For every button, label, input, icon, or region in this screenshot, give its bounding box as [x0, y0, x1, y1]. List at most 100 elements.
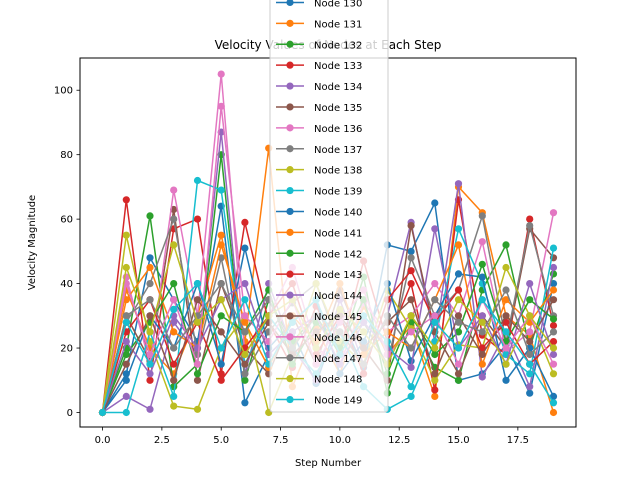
data-point [549, 315, 558, 323]
legend-entry: Node 149 [276, 396, 362, 407]
data-point [502, 376, 510, 384]
data-point [454, 180, 463, 188]
legend-entry: Node 136 [276, 124, 362, 135]
legend-swatch-marker [286, 124, 294, 132]
legend-swatch-marker [286, 82, 294, 90]
data-point [526, 328, 534, 336]
data-point [407, 267, 415, 275]
data-point [526, 222, 534, 230]
legend-entry: Node 147 [276, 354, 362, 365]
data-point [170, 305, 178, 313]
data-point [431, 344, 439, 352]
x-tick-label: 10.0 [329, 435, 351, 446]
data-point [454, 328, 463, 336]
legend-swatch-marker [286, 249, 294, 257]
data-point [170, 186, 178, 194]
legend-label: Node 139 [314, 187, 362, 198]
data-point [549, 328, 558, 336]
data-point [478, 260, 486, 268]
data-point [549, 399, 558, 407]
legend-swatch-marker [286, 375, 294, 383]
y-axis-label: Velocity Magnitude [27, 195, 38, 290]
legend-swatch-marker [286, 0, 294, 7]
data-point [454, 241, 463, 249]
legend-entry: Node 139 [276, 187, 362, 198]
data-point [502, 312, 510, 320]
data-point [217, 376, 225, 384]
data-point [98, 408, 107, 417]
legend-label: Node 136 [314, 124, 362, 135]
legend-swatch-marker [286, 61, 294, 69]
data-point [193, 280, 202, 288]
data-point [478, 312, 486, 320]
legend-swatch-marker [286, 354, 294, 362]
data-point [454, 318, 463, 326]
data-point [526, 280, 534, 288]
data-point [431, 199, 439, 207]
data-point [241, 218, 249, 226]
data-point [193, 215, 202, 223]
x-tick-label: 7.5 [273, 435, 289, 446]
legend-entry: Node 148 [276, 375, 362, 386]
data-point [170, 392, 178, 400]
legend-entry: Node 146 [276, 333, 362, 344]
data-point [549, 350, 558, 359]
data-point [122, 376, 130, 384]
legend-swatch-marker [286, 166, 294, 174]
data-point [526, 338, 534, 346]
legend-label: Node 133 [314, 61, 362, 72]
data-point [217, 280, 225, 288]
data-point [549, 209, 558, 217]
legend-swatch-marker [286, 186, 294, 195]
legend-entry: Node 132 [276, 40, 362, 51]
data-point [217, 312, 225, 320]
data-point [502, 286, 510, 294]
legend-label: Node 141 [314, 228, 362, 239]
legend-swatch-marker [286, 103, 294, 111]
legend-entry: Node 133 [276, 61, 362, 72]
data-point [407, 392, 415, 400]
data-point [241, 376, 249, 384]
data-point [217, 70, 225, 78]
legend-entry: Node 143 [276, 270, 362, 281]
legend-swatch-marker [286, 395, 294, 404]
data-point [407, 247, 415, 255]
legend-label: Node 131 [314, 19, 362, 30]
legend-box [269, 0, 389, 413]
data-point [478, 328, 486, 336]
data-point [431, 350, 439, 359]
y-tick-label: 100 [54, 86, 73, 97]
data-point [122, 350, 130, 359]
data-point [526, 296, 534, 304]
data-point [431, 386, 439, 394]
data-point [122, 318, 130, 326]
data-point [217, 344, 225, 352]
x-axis-label: Step Number [295, 458, 362, 469]
legend-entry: Node 137 [276, 145, 362, 156]
data-point [478, 344, 486, 352]
legend-entry: Node 140 [276, 207, 362, 218]
data-point [170, 241, 178, 249]
data-point [502, 296, 510, 304]
data-point [549, 392, 558, 400]
legend-entry: Node 130 [276, 0, 362, 9]
data-point [549, 408, 558, 417]
legend-label: Node 142 [314, 249, 362, 260]
legend-label: Node 143 [314, 270, 362, 281]
data-point [431, 280, 439, 288]
data-point [122, 196, 130, 204]
data-point [526, 370, 534, 378]
x-tick-label: 17.5 [507, 435, 529, 446]
data-point [454, 225, 463, 233]
data-point [502, 263, 510, 272]
data-point [146, 328, 154, 336]
data-point [241, 350, 249, 359]
data-point [454, 376, 463, 384]
data-point [526, 389, 534, 397]
data-point [170, 328, 178, 336]
data-point [502, 318, 510, 326]
data-point [454, 270, 463, 278]
legend-entry: Node 131 [276, 19, 362, 30]
data-point [407, 254, 415, 262]
data-point [431, 376, 439, 384]
